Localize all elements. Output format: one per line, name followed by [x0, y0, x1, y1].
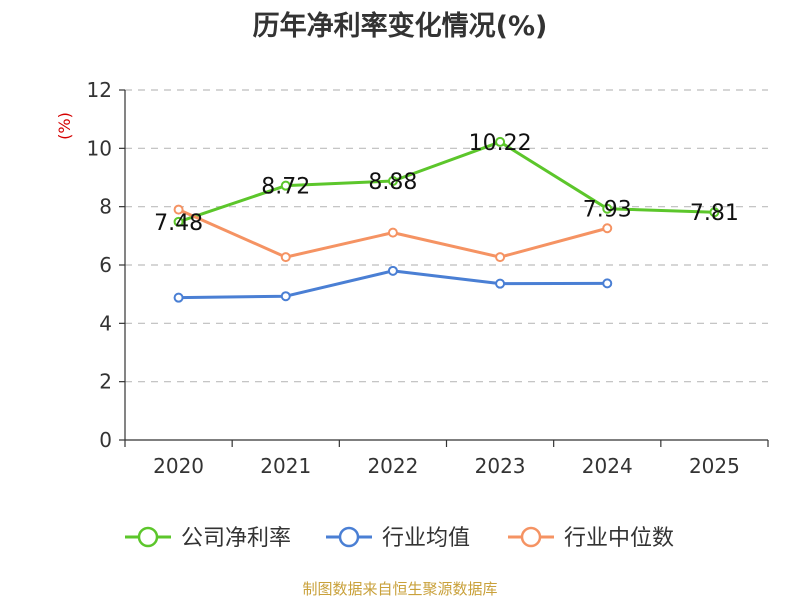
- y-tick-label: 0: [99, 428, 112, 452]
- data-point: [280, 291, 291, 302]
- grid-lines: [125, 89, 768, 383]
- y-axis-unit-label: (%): [55, 112, 74, 140]
- data-label: 8.72: [261, 175, 310, 200]
- x-tick-label: 2023: [475, 454, 526, 478]
- data-label: 7.48: [154, 211, 203, 236]
- series-line: [178, 140, 715, 224]
- y-tick-label: 6: [99, 253, 112, 277]
- data-point: [387, 265, 398, 276]
- legend-label: 公司净利率: [181, 526, 291, 551]
- data-point: [173, 216, 184, 227]
- data-point: [173, 292, 184, 303]
- x-tick-labels: 2020 2021 2022 2023 2024 2025: [153, 454, 740, 478]
- x-tick-label: 2021: [260, 454, 311, 478]
- data-label: 10.22: [469, 131, 532, 156]
- data-point: [709, 207, 720, 218]
- legend-item[interactable]: 公司净利率: [125, 526, 291, 551]
- x-tick-label: 2024: [582, 454, 633, 478]
- legend-label: 行业中位数: [564, 526, 674, 551]
- data-point: [280, 252, 291, 263]
- y-tick-label: 12: [87, 78, 112, 102]
- data-label: 7.81: [690, 201, 739, 226]
- data-point: [495, 278, 506, 289]
- y-tick-labels: 0 2 4 6 8 10 12: [87, 78, 112, 452]
- series-1: [173, 136, 720, 227]
- data-point: [495, 136, 506, 147]
- legend-item[interactable]: 行业均值: [326, 526, 470, 551]
- data-point: [173, 204, 184, 215]
- data-point: [280, 180, 291, 191]
- data-point: [602, 203, 613, 214]
- legend-swatch-marker: [520, 526, 542, 548]
- series-2: [173, 265, 613, 303]
- x-tick-label: 2025: [689, 454, 740, 478]
- data-labels: 7.48 8.72 8.88 10.22 7.93 7.81: [154, 131, 739, 236]
- legend-swatch-marker: [338, 526, 360, 548]
- data-label: 7.93: [583, 198, 632, 223]
- data-point: [602, 278, 613, 289]
- footer-source: 制图数据来自恒生聚源数据库: [302, 580, 498, 598]
- y-tick-label: 8: [99, 195, 112, 219]
- x-tick-label: 2022: [367, 454, 418, 478]
- series-lines: [173, 136, 720, 303]
- series-3: [173, 204, 613, 263]
- data-point: [602, 223, 613, 234]
- data-point: [387, 176, 398, 186]
- y-tick-label: 10: [87, 136, 112, 160]
- legend-item[interactable]: 行业中位数: [508, 526, 674, 551]
- y-tick-label: 4: [99, 311, 112, 335]
- legend-swatch-marker: [137, 526, 159, 548]
- data-point: [495, 252, 506, 263]
- legend: 公司净利率 行业均值 行业中位数: [125, 526, 674, 551]
- axes: [119, 89, 769, 447]
- legend-label: 行业均值: [382, 526, 470, 551]
- x-tick-label: 2020: [153, 454, 204, 478]
- chart-title: 历年净利率变化情况(%): [252, 11, 548, 42]
- data-label: 8.88: [368, 170, 417, 195]
- data-point: [387, 227, 398, 238]
- y-tick-label: 2: [99, 370, 112, 394]
